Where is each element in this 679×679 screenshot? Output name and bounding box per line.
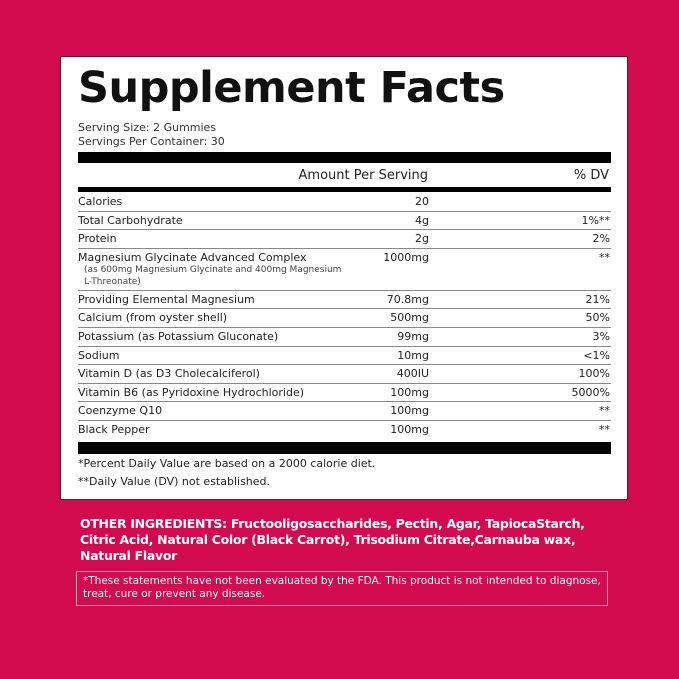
table-row: Calcium (from oyster shell) 500mg 50% <box>78 309 611 328</box>
other-ingredients: OTHER INGREDIENTS: Fructooligosaccharide… <box>80 516 585 563</box>
table-row: Calories 20 <box>78 193 611 212</box>
nutrient-dv: 5000% <box>571 385 610 399</box>
divider-medium <box>78 187 611 192</box>
nutrient-amount: 2g <box>415 232 429 246</box>
dv-header: % DV <box>573 168 609 183</box>
nutrient-amount: 4g <box>415 213 429 227</box>
nutrient-dv: 2% <box>592 232 610 246</box>
supplement-facts-panel: Supplement Facts Serving Size: 2 Gummies… <box>60 56 628 500</box>
table-row: Potassium (as Potassium Gluconate) 99mg 3% <box>78 328 611 347</box>
nutrient-amount: 99mg <box>397 329 429 343</box>
nutrient-dv: 3% <box>592 329 610 343</box>
table-row: Vitamin D (as D3 Cholecalciferol) 400IU 10… <box>78 365 611 384</box>
table-row: Total Carbohydrate 4g 1%** <box>78 212 611 231</box>
fda-disclaimer: *These statements have not been evaluate… <box>76 571 608 606</box>
serving-size: Serving Size: 2 Gummies <box>78 121 217 134</box>
nutrient-name: Protein <box>78 232 117 246</box>
nutrient-amount: 100mg <box>390 422 429 436</box>
nutrient-dv: ** <box>599 404 610 418</box>
table-row: Protein 2g 2% <box>78 230 611 249</box>
nutrient-amount: 100mg <box>390 404 429 418</box>
nutrient-dv: 1%** <box>581 213 610 227</box>
nutrient-dv: 50% <box>585 311 610 325</box>
table-row: Black Pepper 100mg ** <box>78 421 611 440</box>
nutrient-amount: 400IU <box>396 367 429 381</box>
nutrient-name: Sodium <box>78 348 120 362</box>
nutrient-name: Providing Elemental Magnesium <box>78 292 255 306</box>
nutrient-dv: ** <box>599 422 610 436</box>
nutrient-amount: 1000mg <box>383 250 429 264</box>
table-row: Providing Elemental Magnesium 70.8mg 21% <box>78 291 611 310</box>
nutrient-amount: 500mg <box>390 311 429 325</box>
table-row: Vitamin B6 (as Pyridoxine Hydrochloride)… <box>78 384 611 403</box>
nutrient-dv: 100% <box>578 367 610 381</box>
nutrient-note: (as 600mg Magnesium Glycinate and 400mg … <box>84 264 342 287</box>
page-title: Supplement Facts <box>78 63 505 113</box>
table-row: Sodium 10mg <1% <box>78 347 611 366</box>
nutrient-name: Vitamin B6 (as Pyridoxine Hydrochloride) <box>78 385 305 399</box>
nutrient-name: Vitamin D (as D3 Cholecalciferol) <box>78 367 260 381</box>
nutrient-dv: 21% <box>585 292 610 306</box>
nutrient-amount: 10mg <box>397 348 429 362</box>
nutrient-amount: 20 <box>415 195 429 208</box>
nutrient-table: Calories 20 Total Carbohydrate 4g 1%** Protei… <box>78 193 611 440</box>
divider-thick-bottom <box>78 442 611 454</box>
amount-header: Amount Per Serving <box>298 168 428 183</box>
nutrient-name: Magnesium Glycinate Advanced Complex <box>78 250 307 264</box>
nutrient-name: Calcium (from oyster shell) <box>78 311 228 325</box>
nutrient-name: Calories <box>78 195 123 208</box>
footnote: *Percent Daily Value are based on a 2000… <box>78 457 376 470</box>
nutrient-amount: 100mg <box>390 385 429 399</box>
nutrient-name: Coenzyme Q10 <box>78 404 163 418</box>
divider-thick <box>78 152 611 163</box>
nutrient-name: Potassium (as Potassium Gluconate) <box>78 329 279 343</box>
nutrient-name: Total Carbohydrate <box>78 213 183 227</box>
nutrient-name: Black Pepper <box>78 422 150 436</box>
nutrient-dv: ** <box>599 250 610 264</box>
footnote: **Daily Value (DV) not established. <box>78 475 271 488</box>
servings-per-container: Servings Per Container: 30 <box>78 135 225 148</box>
table-row: Magnesium Glycinate Advanced Complex (as … <box>78 249 611 291</box>
nutrient-amount: 70.8mg <box>386 292 429 306</box>
table-row: Coenzyme Q10 100mg ** <box>78 402 611 421</box>
nutrient-dv: <1% <box>583 348 610 362</box>
